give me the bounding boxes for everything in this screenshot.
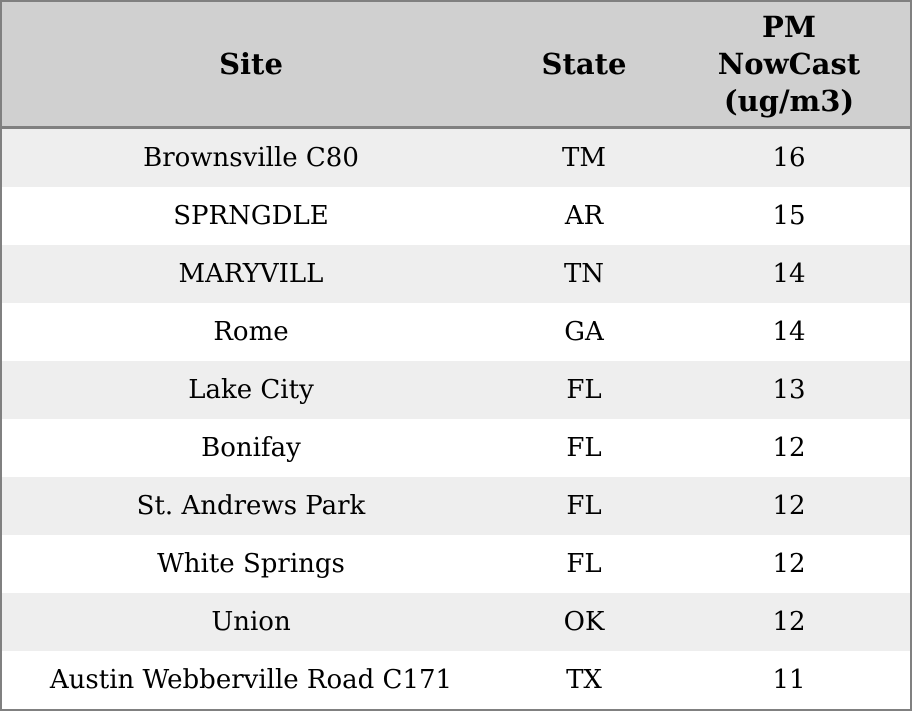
cell-site: White Springs [157,549,345,579]
cell-state: OK [563,607,605,637]
table-row: Rome GA 14 [2,303,910,361]
cell-site: St. Andrews Park [136,491,366,521]
cell-pm: 13 [772,375,806,405]
table-body: Brownsville C80 TM 16 SPRNGDLE AR 15 MAR… [2,127,910,709]
column-header-pm-nowcast: PM NowCast (ug/m3) [668,2,910,129]
cell-site: Rome [213,317,289,347]
table-row: Lake City FL 13 [2,361,910,419]
table-header: Site State PM NowCast (ug/m3) [2,2,910,129]
cell-state: AR [564,201,604,231]
table-row: St. Andrews Park FL 12 [2,477,910,535]
cell-pm: 12 [772,607,806,637]
cell-state: TN [563,259,605,289]
cell-site: Brownsville C80 [143,143,359,173]
cell-site: Lake City [188,375,314,405]
cell-site: Bonifay [201,433,301,463]
cell-state: FL [566,491,602,521]
cell-site: Austin Webberville Road C171 [49,665,453,695]
table-row: Brownsville C80 TM 16 [2,127,910,187]
cell-site: MARYVILL [178,259,324,289]
table-row: MARYVILL TN 14 [2,245,910,303]
table-row: Union OK 12 [2,593,910,651]
cell-pm: 14 [772,317,806,347]
cell-pm: 15 [772,201,806,231]
cell-state: FL [566,375,602,405]
cell-pm: 12 [772,491,806,521]
table-row: Bonifay FL 12 [2,419,910,477]
cell-site: Union [211,607,291,637]
table-row: SPRNGDLE AR 15 [2,187,910,245]
cell-pm: 12 [772,549,806,579]
cell-state: GA [564,317,604,347]
column-header-site: Site [2,2,500,129]
table-row: Austin Webberville Road C171 TX 11 [2,651,910,709]
cell-state: TM [562,143,606,173]
cell-pm: 11 [772,665,806,695]
cell-pm: 14 [772,259,806,289]
cell-site: SPRNGDLE [173,201,329,231]
cell-pm: 12 [772,433,806,463]
cell-state: FL [566,549,602,579]
header-row: Site State PM NowCast (ug/m3) [2,2,910,129]
cell-state: TX [566,665,602,695]
column-header-state: State [500,2,668,129]
table-row: White Springs FL 12 [2,535,910,593]
cell-state: FL [566,433,602,463]
cell-pm: 16 [772,143,806,173]
